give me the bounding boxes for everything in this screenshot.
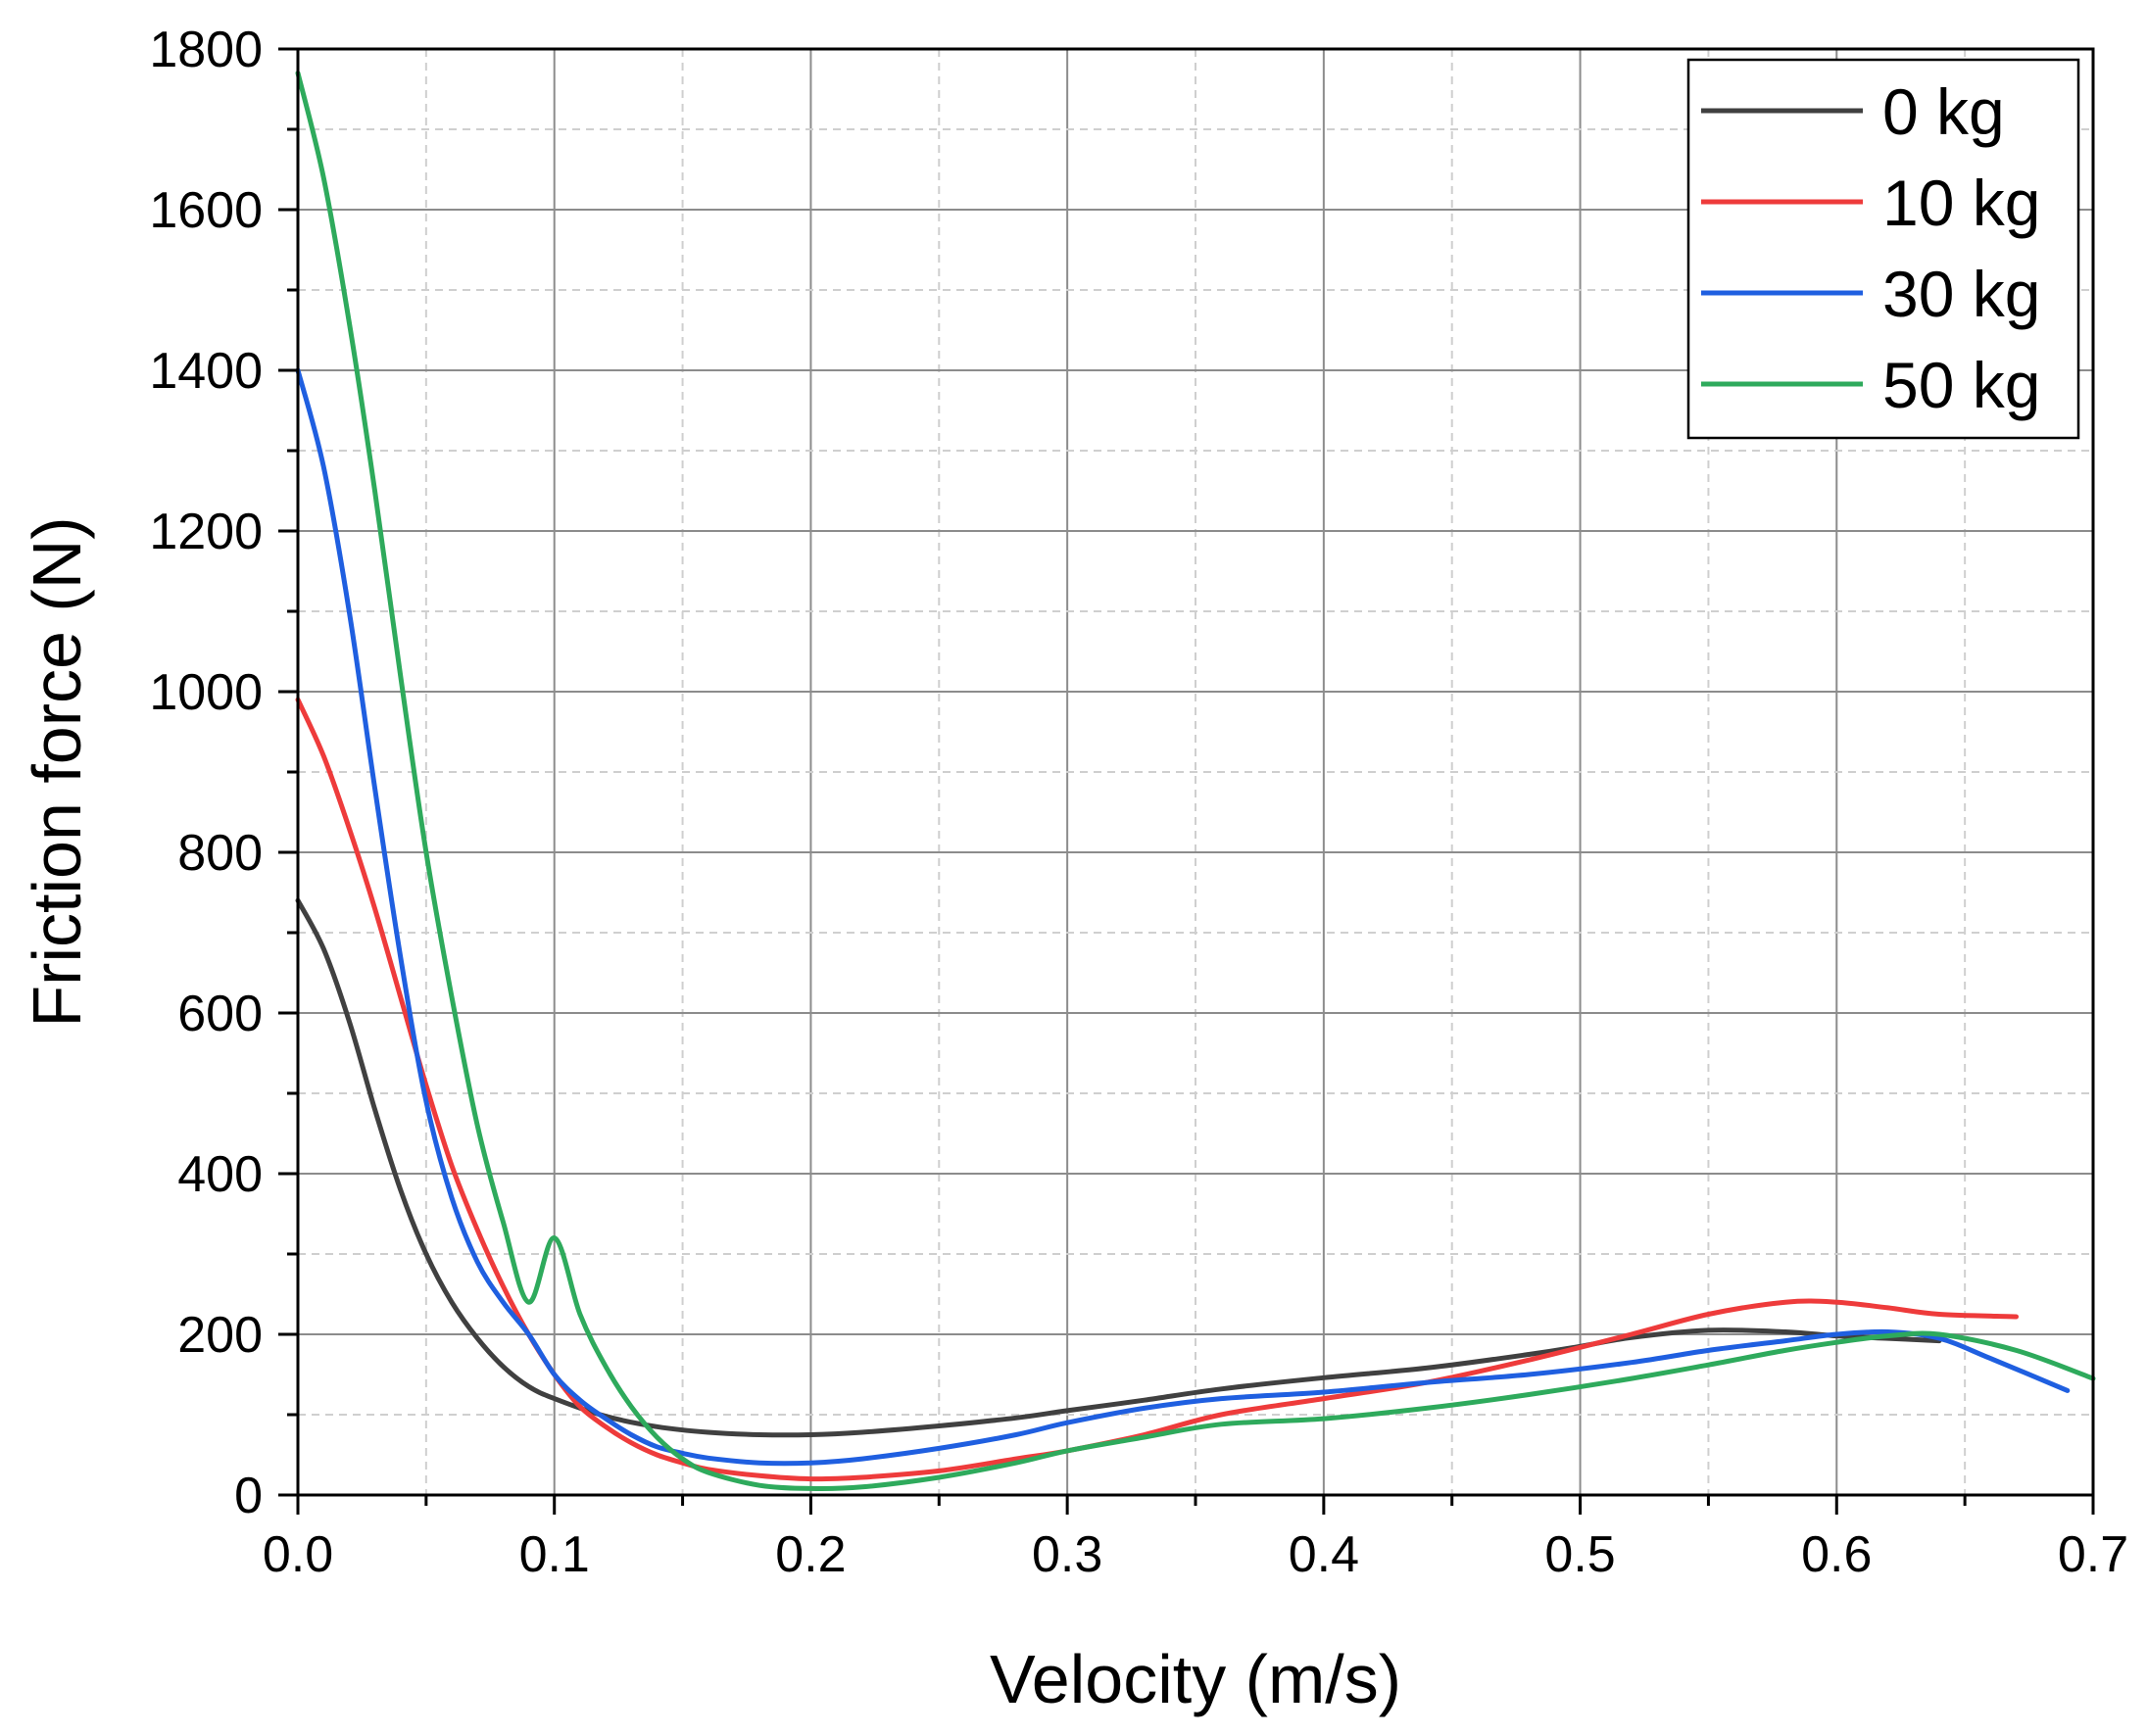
y-axis-title: Friction force (N) bbox=[19, 516, 95, 1027]
y-tick-label: 1200 bbox=[149, 504, 263, 560]
legend-label-30-kg: 30 kg bbox=[1882, 258, 2040, 330]
series-line-30-kg bbox=[295, 367, 2071, 1467]
series-line-10-kg bbox=[295, 697, 2019, 1482]
legend-label-10-kg: 10 kg bbox=[1882, 167, 2040, 239]
x-tick-label: 0.1 bbox=[519, 1526, 590, 1583]
x-tick-label: 0.6 bbox=[1801, 1526, 1872, 1583]
y-tick-label: 1600 bbox=[149, 182, 263, 239]
legend-label-0-kg: 0 kg bbox=[1882, 75, 2005, 148]
legend-box bbox=[1686, 58, 2080, 440]
y-tick-label: 0 bbox=[234, 1468, 263, 1524]
y-tick-label: 1400 bbox=[149, 343, 263, 400]
y-tick-label: 1000 bbox=[149, 664, 263, 721]
y-tick-label: 600 bbox=[177, 986, 263, 1042]
ticks: 0.0 0.1 0.2 0.3 0.4 0.5 0.6 0.7 0 200 400 600 800 100… bbox=[149, 22, 2128, 1583]
x-tick-label: 0.3 bbox=[1032, 1526, 1102, 1583]
y-tick-label: 200 bbox=[177, 1307, 263, 1364]
legend-label-50-kg: 50 kg bbox=[1882, 349, 2040, 421]
x-tick-label: 0.2 bbox=[775, 1526, 846, 1583]
series-lines bbox=[295, 71, 2096, 1492]
legend: 0 kg 10 kg 30 kg 50 kg bbox=[1686, 58, 2080, 440]
x-tick-label: 0.0 bbox=[263, 1526, 333, 1583]
x-tick-label: 0.4 bbox=[1289, 1526, 1359, 1583]
y-tick-label: 800 bbox=[177, 825, 263, 882]
x-tick-label: 0.7 bbox=[2058, 1526, 2128, 1583]
x-tick-label: 0.5 bbox=[1544, 1526, 1615, 1583]
series-line-50-kg bbox=[295, 71, 2096, 1492]
x-axis-title: Velocity (m/s) bbox=[990, 1641, 1401, 1717]
y-tick-label: 400 bbox=[177, 1146, 263, 1203]
y-tick-label: 1800 bbox=[149, 22, 263, 78]
